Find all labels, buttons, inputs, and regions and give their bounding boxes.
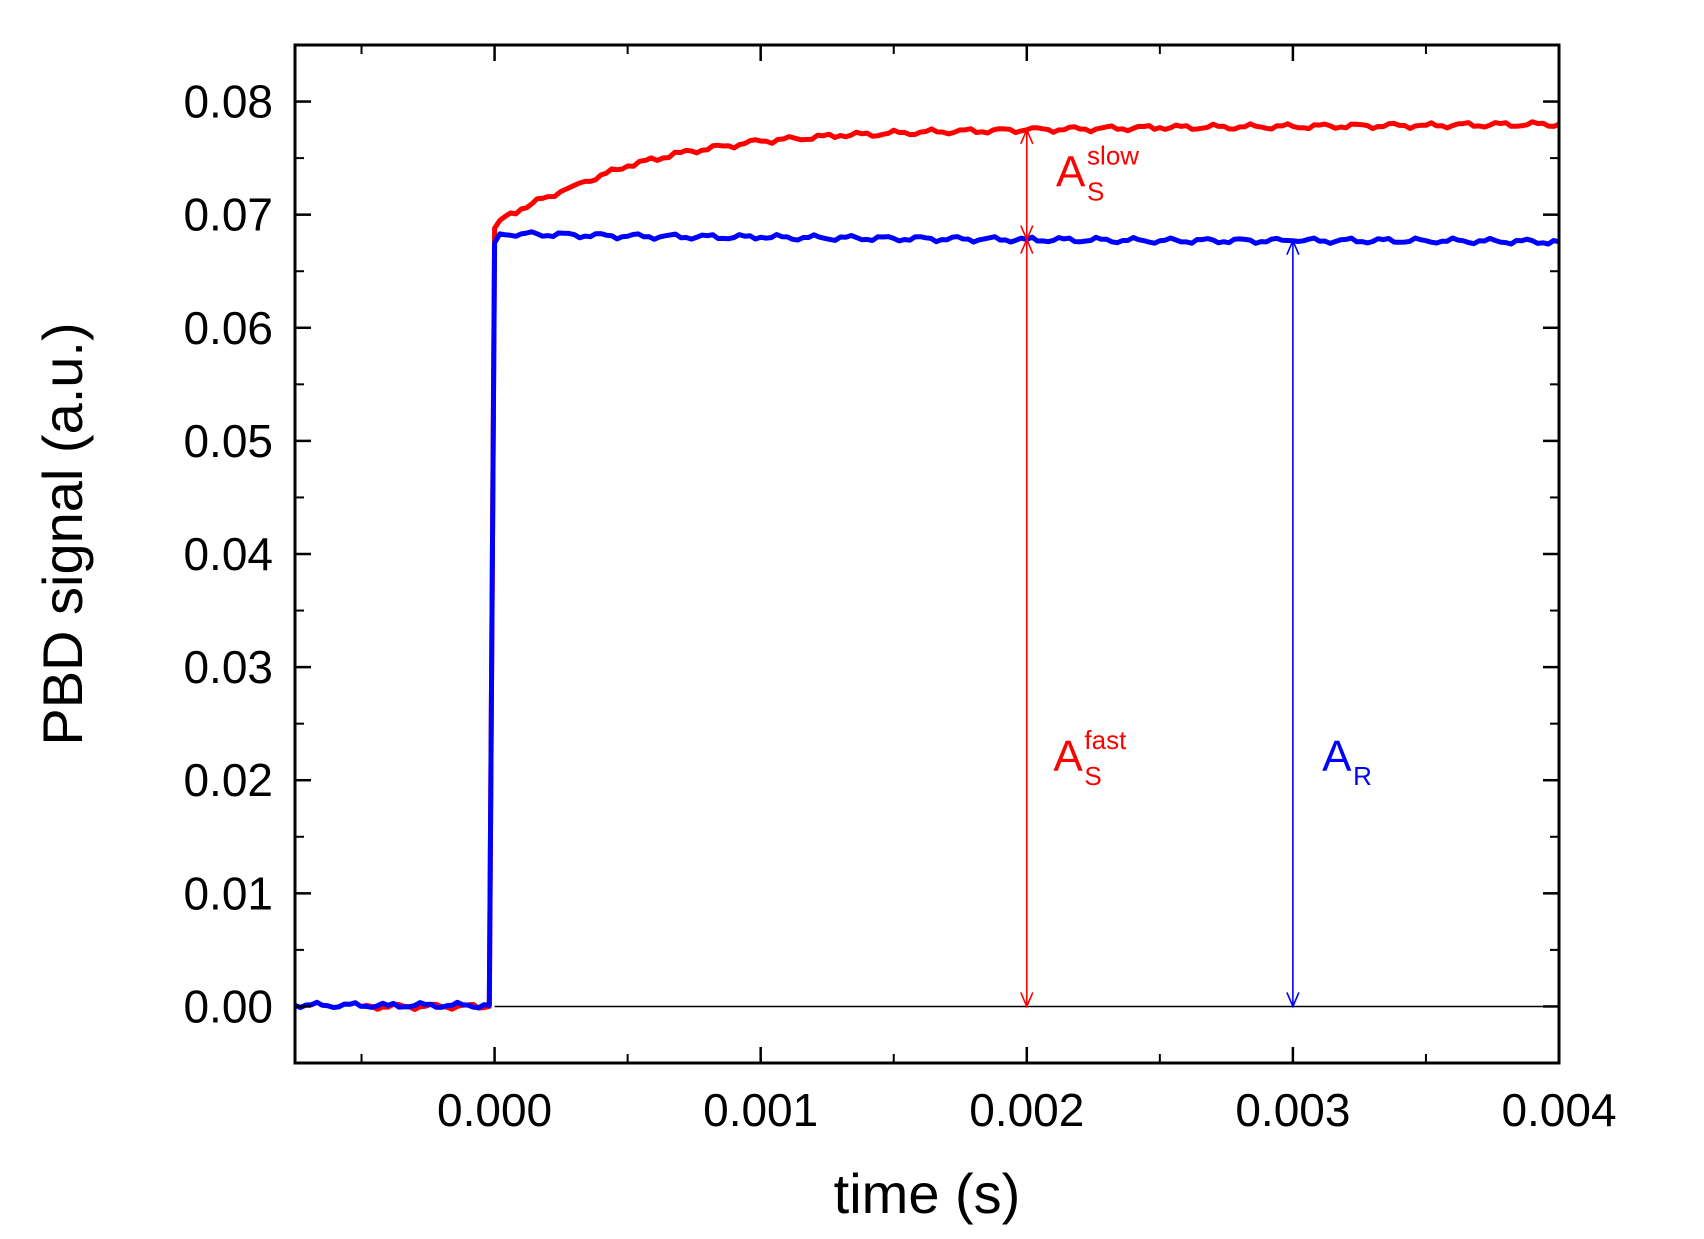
y-tick-label: 0.06 — [183, 302, 273, 354]
y-tick-label: 0.01 — [183, 867, 273, 919]
y-axis-title: PBD signal (a.u.) — [31, 322, 94, 745]
series-red-line — [361, 119, 1560, 1012]
as-fast-label: A — [1053, 732, 1083, 781]
as-fast-arrow-head-top — [1020, 237, 1034, 254]
x-tick-label: 0.000 — [437, 1084, 552, 1136]
tick-labels-layer: 0.000 0.001 0.002 0.003 0.004 0.00 0.01 0.02 0.0… — [183, 76, 1616, 1136]
x-axis-title: time (s) — [834, 1162, 1021, 1225]
as-fast-label-sub: S — [1084, 761, 1101, 791]
as-fast-label-sup: fast — [1084, 725, 1127, 755]
y-tick-label: 0.05 — [183, 415, 273, 467]
as-slow-label-sub: S — [1087, 176, 1104, 206]
y-tick-label: 0.03 — [183, 641, 273, 693]
series-layer — [294, 119, 1560, 1012]
y-tick-label: 0.07 — [183, 189, 273, 241]
a-r-arrow-head-top — [1286, 238, 1300, 255]
a-r-label: A — [1322, 732, 1352, 781]
plot-frame — [293, 43, 1561, 1065]
axes-layer — [293, 43, 1561, 1065]
as-slow-arrow-head-top — [1020, 127, 1034, 145]
y-tick-label: 0.00 — [183, 980, 273, 1032]
x-tick-label: 0.001 — [703, 1084, 818, 1136]
series-blue-line — [294, 229, 1560, 1011]
y-tick-label: 0.02 — [183, 754, 273, 806]
as-slow-label-sup: slow — [1087, 140, 1139, 170]
x-tick-label: 0.003 — [1235, 1084, 1350, 1136]
a-r-label-sub: R — [1353, 761, 1372, 791]
x-tick-label: 0.004 — [1501, 1084, 1616, 1136]
y-tick-label: 0.04 — [183, 528, 273, 580]
x-tick-label: 0.002 — [969, 1084, 1084, 1136]
a-r-arrow-head-bottom — [1286, 992, 1300, 1009]
ticks-layer — [295, 44, 1561, 1064]
as-slow-label: A — [1056, 147, 1086, 196]
y-tick-label: 0.08 — [183, 76, 273, 128]
as-fast-arrow-head-bottom — [1020, 992, 1034, 1009]
